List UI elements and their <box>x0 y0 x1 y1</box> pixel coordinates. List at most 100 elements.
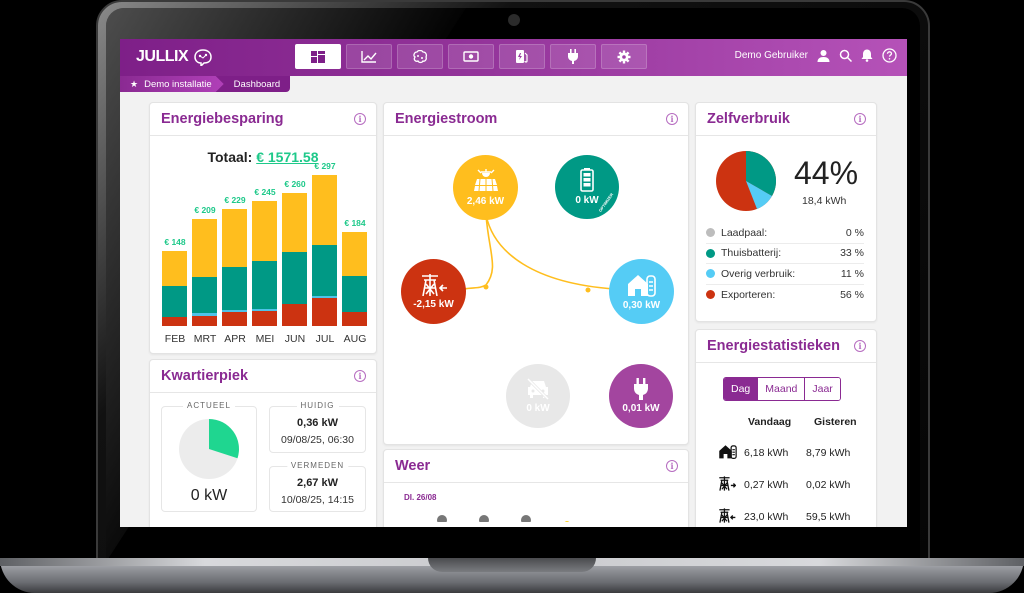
card-title: Zelfverbruik <box>707 111 790 127</box>
legend-row-thuisbatterij: Thuisbatterij: 33 % <box>706 244 864 264</box>
bar-segment-teal <box>342 275 367 313</box>
bar-segment-red <box>342 312 367 326</box>
bar-total-label: € 297 <box>314 160 336 171</box>
charging-station-icon <box>516 50 528 63</box>
node-plug[interactable]: 0,01 kW <box>609 364 673 428</box>
nav-charts[interactable] <box>346 44 392 69</box>
card-header: Zelfverbruik i <box>696 103 876 136</box>
stats-row-home: 6,18 kWh 8,79 kWh <box>718 444 868 462</box>
bell-icon[interactable] <box>861 49 873 62</box>
legend-value: 11 % <box>840 267 864 280</box>
bar-segment-lightblue <box>252 309 277 311</box>
node-home[interactable]: 0,30 kW <box>609 259 674 324</box>
bar-segment-yellow <box>312 174 337 246</box>
tab-jaar[interactable]: Jaar <box>804 378 840 400</box>
month-label: MRT <box>193 333 217 345</box>
solar-value: 2,46 kW <box>466 195 505 207</box>
yesterday-value: 0,02 kWh <box>806 479 851 491</box>
huidig-label: HUIDIG <box>296 401 339 410</box>
info-icon[interactable]: i <box>666 460 678 472</box>
bar-segment-yellow <box>282 193 307 253</box>
total-value-link[interactable]: € 1571.58 <box>256 149 319 165</box>
bar-aug[interactable] <box>342 232 367 326</box>
card-title: Energiestatistieken <box>707 338 840 354</box>
vermeden-box: VERMEDEN 2,67 kW 10/08/25, 14:15 <box>269 461 366 512</box>
home-icon <box>718 444 740 462</box>
nav-settings[interactable] <box>601 44 647 69</box>
actueel-box: ACTUEEL 0 kW <box>161 401 257 512</box>
info-icon[interactable]: i <box>666 113 678 125</box>
today-value: 6,18 kWh <box>744 447 789 459</box>
info-icon[interactable]: i <box>354 113 366 125</box>
bar-mrt[interactable] <box>192 219 217 326</box>
self-consumption-energy: 18,4 kWh <box>802 195 847 207</box>
card-header: Weer i <box>384 450 688 483</box>
yesterday-value: 8,79 kWh <box>806 447 851 459</box>
bar-apr[interactable] <box>222 209 247 326</box>
tab-dag[interactable]: Dag <box>724 378 758 400</box>
card-header: Energiestatistieken i <box>696 330 876 363</box>
money-icon <box>463 51 479 62</box>
user-area: Demo Gebruiker <box>735 48 897 63</box>
info-icon[interactable]: i <box>854 340 866 352</box>
user-name[interactable]: Demo Gebruiker <box>734 50 808 61</box>
main-nav <box>295 44 647 69</box>
nav-money[interactable] <box>448 44 494 69</box>
nav-dashboard[interactable] <box>295 44 341 69</box>
legend-row-exporteren: Exporteren: 56 % <box>706 285 864 306</box>
bar-feb[interactable] <box>162 250 187 326</box>
grid-export-icon <box>718 476 740 494</box>
node-grid[interactable]: -2,15 kW <box>401 259 466 324</box>
breadcrumb-installation[interactable]: ★ Demo installatie <box>120 76 224 92</box>
self-consumption-percentage: 44% <box>794 155 859 191</box>
actueel-gauge <box>179 419 239 479</box>
info-icon[interactable]: i <box>854 113 866 125</box>
card-kwartierpiek: Kwartierpiek i ACTUEEL 0 kW HUIDIG 0,36 … <box>149 359 377 527</box>
bar-segment-yellow <box>192 219 217 277</box>
node-car[interactable]: 0 kW <box>506 364 570 428</box>
line-chart-icon <box>361 51 377 63</box>
plug-value: 0,01 kW <box>622 403 660 414</box>
brain-logo-icon <box>194 49 212 66</box>
bar-total-label: € 245 <box>254 187 276 198</box>
bar-total-label: € 148 <box>164 236 186 247</box>
dashboard-icon <box>311 50 325 63</box>
info-icon[interactable]: i <box>354 370 366 382</box>
bar-segment-lightblue <box>222 310 247 313</box>
jullix-logo[interactable]: JULLIX <box>136 48 215 66</box>
column-header-yesterday: Gisteren <box>814 416 857 428</box>
plug-icon <box>634 378 648 400</box>
laptop-notch <box>428 558 596 572</box>
legend-value: 56 % <box>840 288 864 301</box>
card-zelfverbruik: Zelfverbruik i 44% 18,4 kWh Laadpaal: 0 … <box>695 102 877 322</box>
node-solar[interactable]: 2,46 kW <box>453 155 518 220</box>
bar-jun[interactable] <box>282 193 307 326</box>
bar-jul[interactable] <box>312 174 337 326</box>
bar-mei[interactable] <box>252 201 277 326</box>
user-icon[interactable] <box>817 49 830 62</box>
bar-segment-red <box>252 310 277 326</box>
bar-total-label: € 260 <box>284 179 306 190</box>
card-title: Kwartierpiek <box>161 368 249 384</box>
help-icon[interactable] <box>882 48 897 63</box>
card-header: Kwartierpiek i <box>150 360 376 393</box>
search-icon[interactable] <box>839 49 852 62</box>
bar-total-label: € 184 <box>344 218 366 229</box>
bar-segment-teal <box>192 276 217 314</box>
legend-dot <box>706 248 715 258</box>
bar-segment-lightblue <box>312 296 337 298</box>
legend-row-overig: Overig verbruik: 11 % <box>706 264 864 285</box>
card-title: Energiestroom <box>395 111 498 127</box>
tab-maand[interactable]: Maand <box>757 378 805 400</box>
stats-row-export: 0,27 kWh 0,02 kWh <box>718 476 868 494</box>
battery-icon <box>580 168 594 192</box>
nav-plug[interactable] <box>550 44 596 69</box>
grid-import-icon <box>718 508 740 526</box>
nav-brain[interactable] <box>397 44 443 69</box>
bar-segment-red <box>162 316 187 326</box>
nav-charging-station[interactable] <box>499 44 545 69</box>
flow-lines <box>463 214 615 293</box>
car-value: 0 kW <box>526 403 550 414</box>
node-battery[interactable]: 0 kW OPTIMIZER <box>555 155 619 219</box>
breadcrumb-dashboard[interactable]: Dashboard <box>233 78 281 90</box>
